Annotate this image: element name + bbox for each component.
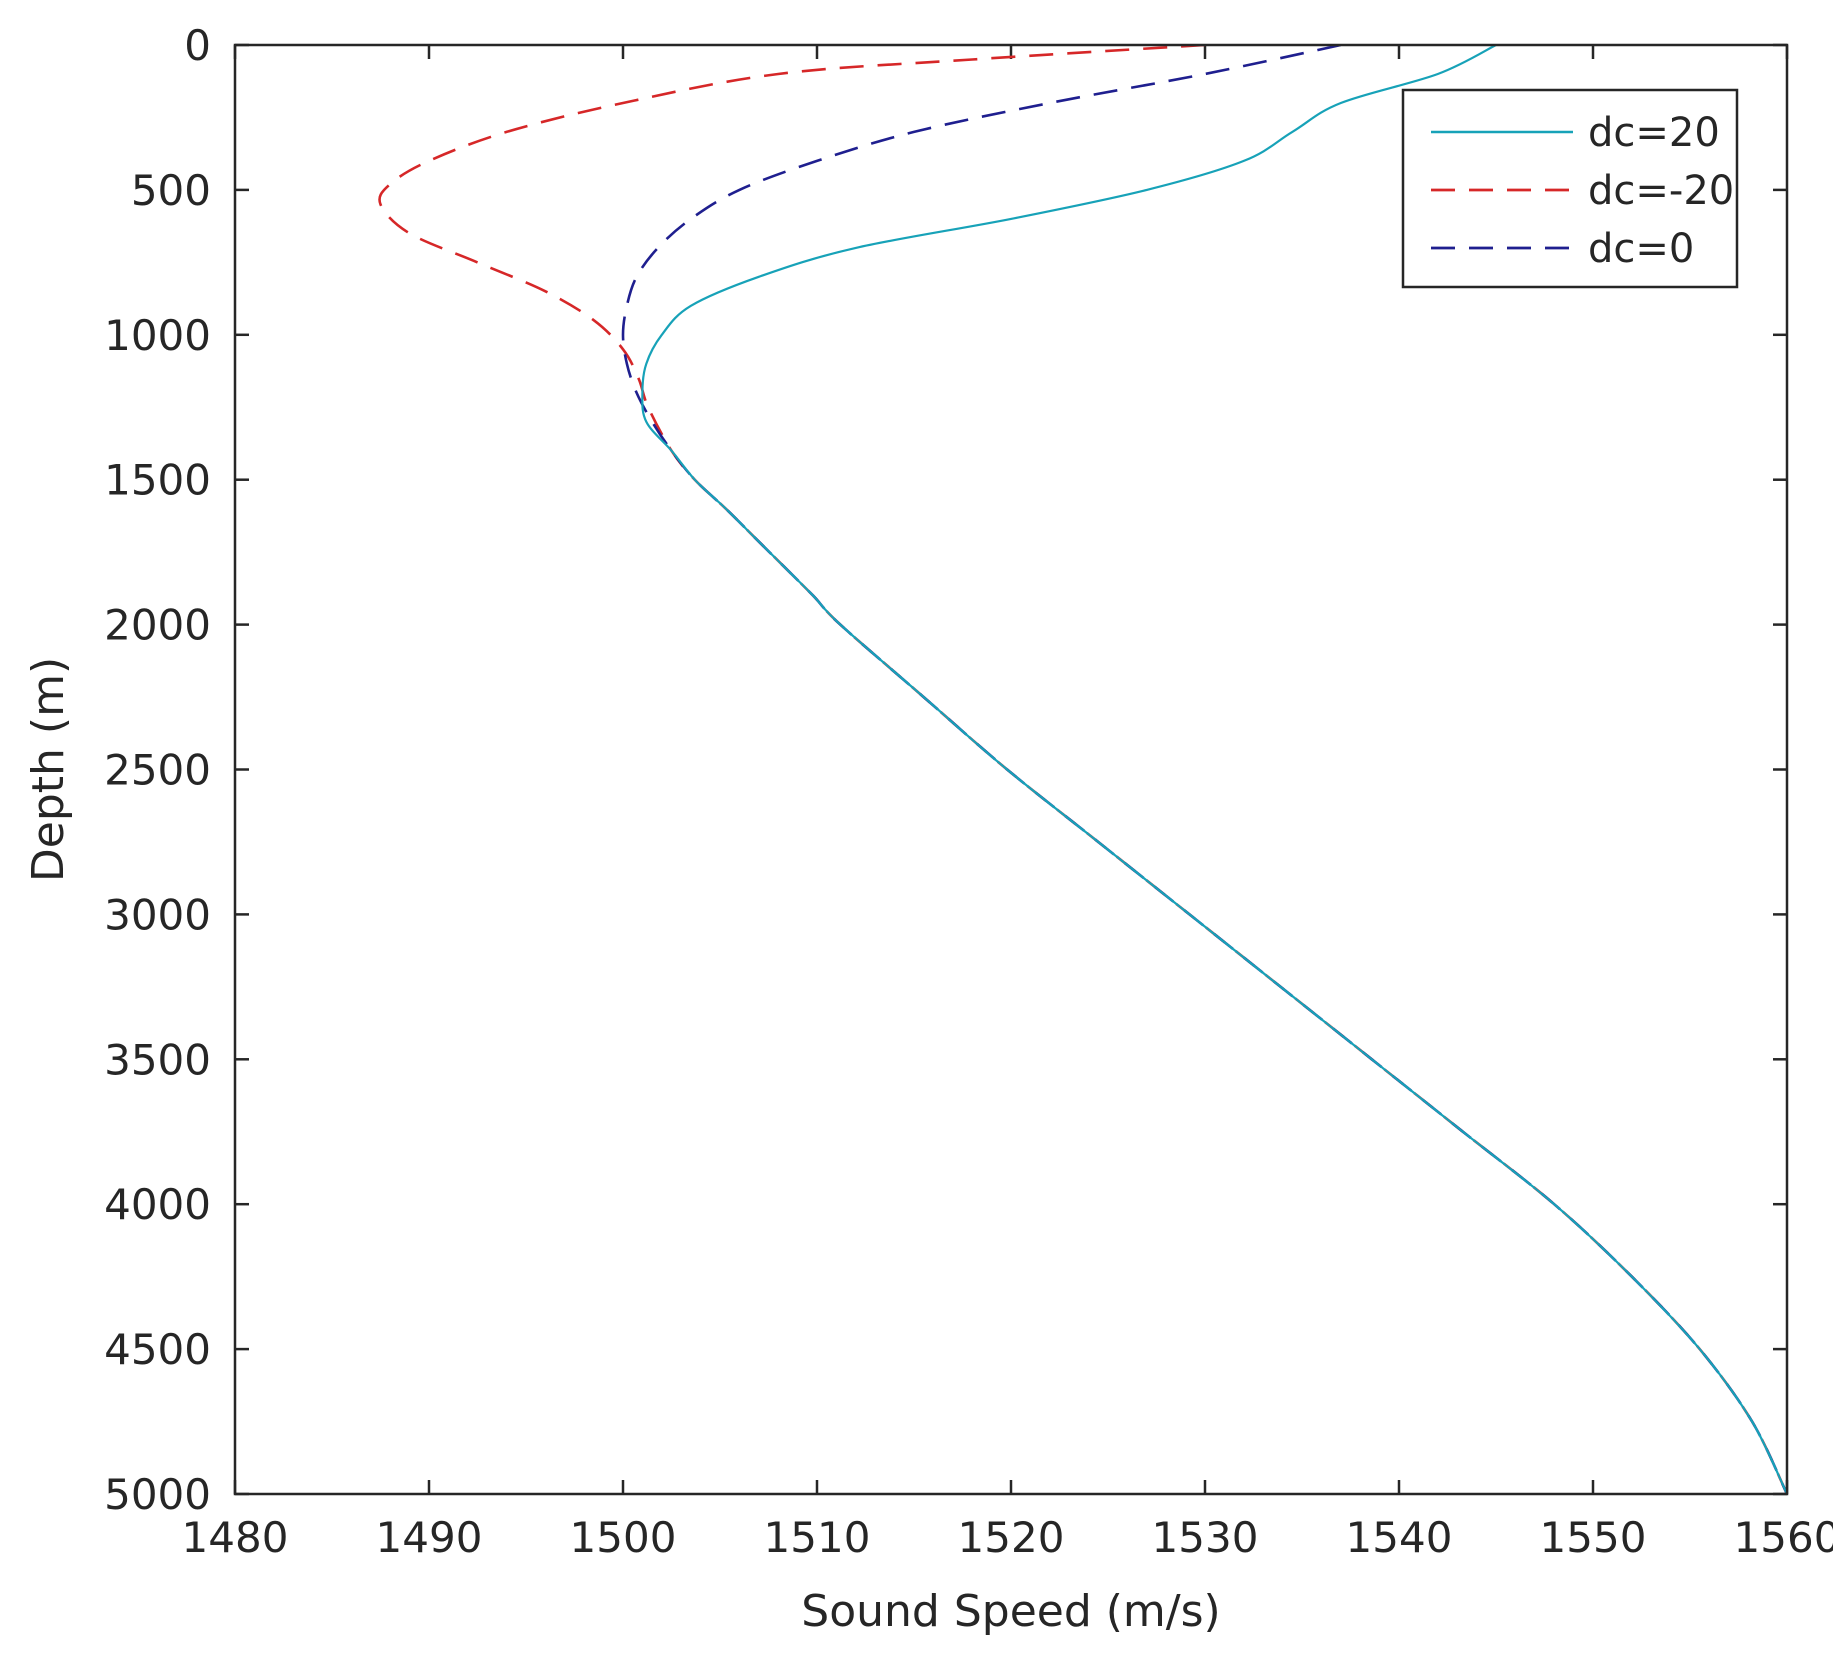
- x-tick-label: 1540: [1346, 1513, 1453, 1562]
- x-tick-label: 1480: [182, 1513, 289, 1562]
- series-line-dc20: [641, 45, 1787, 1494]
- legend: dc=20 dc=-20 dc=0: [1401, 88, 1739, 289]
- x-tick-label: 1530: [1152, 1513, 1259, 1562]
- x-tick-label: 1550: [1540, 1513, 1647, 1562]
- y-tick-label: 1500: [104, 456, 211, 505]
- x-tick-label: 1520: [958, 1513, 1065, 1562]
- tick-labels: 1480 1490 1500 1510 1520 1530 1540 1550 1560 0 500…: [104, 21, 1833, 1562]
- y-tick-label: 2000: [104, 601, 211, 650]
- x-axis-label: Sound Speed (m/s): [801, 1586, 1220, 1637]
- x-tick-label: 1510: [764, 1513, 871, 1562]
- y-tick-label: 500: [131, 166, 211, 215]
- y-tick-label: 3500: [104, 1035, 211, 1084]
- y-tick-label: 3000: [104, 890, 211, 939]
- series-layer: [378, 45, 1787, 1494]
- legend-label: dc=-20: [1588, 168, 1734, 214]
- legend-label: dc=0: [1588, 226, 1694, 272]
- legend-label: dc=20: [1588, 110, 1720, 156]
- y-tick-label: 5000: [104, 1470, 211, 1519]
- x-tick-label: 1490: [376, 1513, 483, 1562]
- y-tick-label: 0: [184, 21, 211, 70]
- y-tick-label: 4000: [104, 1180, 211, 1229]
- y-tick-label: 2500: [104, 746, 211, 795]
- x-tick-label: 1560: [1734, 1513, 1833, 1562]
- axes-frame: [233, 43, 1789, 1496]
- x-tick-label: 1500: [570, 1513, 677, 1562]
- y-tick-label: 1000: [104, 311, 211, 360]
- y-tick-label: 4500: [104, 1325, 211, 1374]
- y-axis-label: Depth (m): [23, 657, 74, 882]
- legend-box: [1401, 88, 1739, 289]
